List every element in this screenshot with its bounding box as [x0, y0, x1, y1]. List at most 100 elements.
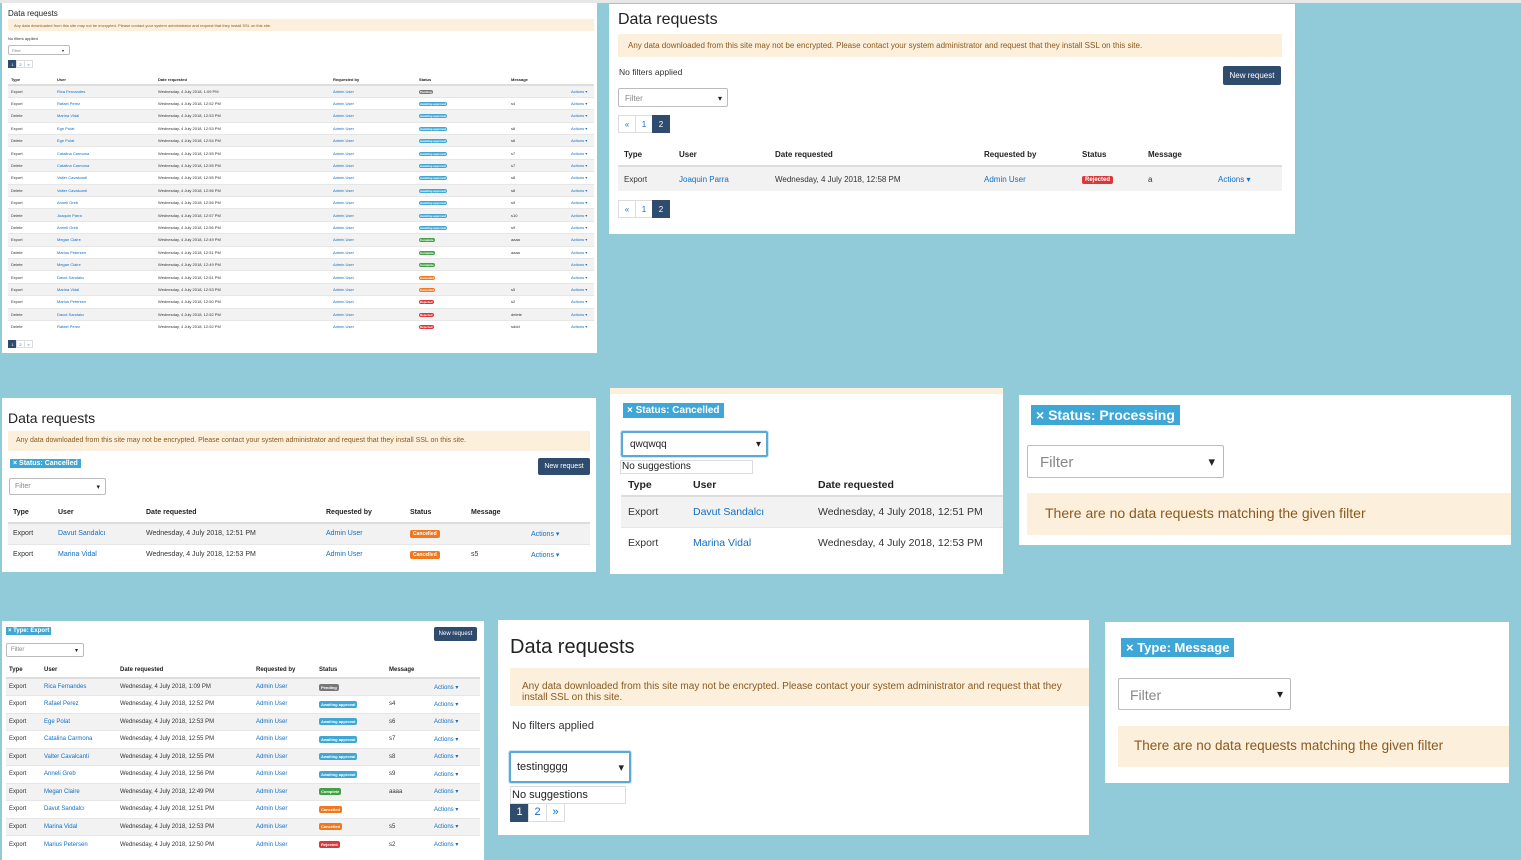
- actions-menu[interactable]: Actions ▾: [571, 200, 588, 206]
- filter-chip-status-cancelled[interactable]: × Status: Cancelled: [623, 403, 724, 418]
- user-link[interactable]: Catalina Carmona: [57, 163, 90, 169]
- requested-by-link[interactable]: Admin User: [333, 150, 354, 156]
- actions-menu[interactable]: Actions ▾: [1218, 174, 1251, 184]
- actions-menu[interactable]: Actions ▾: [434, 684, 459, 691]
- actions-menu[interactable]: Actions ▾: [571, 163, 588, 169]
- page-2-link[interactable]: 2: [652, 200, 670, 218]
- actions-menu[interactable]: Actions ▾: [571, 125, 588, 131]
- page-1-link[interactable]: 1: [635, 115, 653, 133]
- actions-menu[interactable]: Actions ▾: [571, 274, 588, 280]
- actions-menu[interactable]: Actions ▾: [434, 719, 459, 726]
- actions-menu[interactable]: Actions ▾: [571, 138, 588, 144]
- filter-input[interactable]: qwqwqq ▾: [621, 431, 768, 457]
- requested-by-link[interactable]: Admin User: [333, 101, 354, 107]
- user-link[interactable]: Marina Vidal: [44, 823, 78, 830]
- user-link[interactable]: Anneli Greb: [44, 771, 76, 778]
- user-link[interactable]: Rica Fernandes: [44, 684, 87, 690]
- user-link[interactable]: Marina Vidal: [57, 113, 80, 119]
- actions-menu[interactable]: Actions ▾: [571, 101, 588, 107]
- user-link[interactable]: Rafael Perez: [44, 701, 79, 708]
- requested-by-link[interactable]: Admin User: [333, 88, 354, 94]
- user-link[interactable]: Davut Sandalcı: [693, 505, 765, 518]
- requested-by-link[interactable]: Admin User: [333, 299, 354, 305]
- requested-by-link[interactable]: Admin User: [256, 841, 288, 848]
- requested-by-link[interactable]: Admin User: [256, 736, 288, 743]
- requested-by-link[interactable]: Admin User: [333, 125, 354, 131]
- actions-menu[interactable]: Actions ▾: [571, 113, 588, 119]
- requested-by-link[interactable]: Admin User: [333, 163, 354, 169]
- requested-by-link[interactable]: Admin User: [326, 530, 363, 538]
- user-link[interactable]: Joaquin Parra: [57, 212, 82, 218]
- actions-menu[interactable]: Actions ▾: [531, 530, 560, 538]
- user-link[interactable]: Marina Vidal: [58, 551, 97, 559]
- actions-menu[interactable]: Actions ▾: [571, 88, 588, 94]
- user-link[interactable]: Valter Cavalcanti: [44, 753, 89, 760]
- user-link[interactable]: Marina Vidal: [57, 286, 80, 292]
- user-link[interactable]: Davut Sandalcı: [57, 311, 85, 317]
- filter-chip-status-processing[interactable]: × Status: Processing: [1031, 405, 1180, 425]
- user-link[interactable]: Marius Petersen: [57, 299, 87, 305]
- user-link[interactable]: Marina Vidal: [693, 536, 752, 549]
- filter-select[interactable]: Filter ▾: [618, 88, 728, 107]
- requested-by-link[interactable]: Admin User: [256, 718, 288, 725]
- next-page-link[interactable]: »: [24, 60, 33, 68]
- filter-select[interactable]: Filter ▾: [9, 478, 106, 495]
- user-link[interactable]: Davut Sandalcı: [44, 806, 85, 813]
- user-link[interactable]: Rica Fernandes: [57, 88, 86, 94]
- user-link[interactable]: Valter Cavalcanti: [57, 175, 87, 181]
- user-link[interactable]: Catalina Carmona: [44, 736, 93, 743]
- filter-input[interactable]: testingggg ▾: [509, 751, 631, 783]
- user-link[interactable]: Joaquin Parra: [679, 174, 729, 184]
- requested-by-link[interactable]: Admin User: [333, 262, 354, 268]
- user-link[interactable]: Ege Polat: [57, 138, 75, 144]
- actions-menu[interactable]: Actions ▾: [434, 701, 459, 708]
- requested-by-link[interactable]: Admin User: [333, 138, 354, 144]
- user-link[interactable]: Anneli Greb: [57, 200, 79, 206]
- user-link[interactable]: Marius Petersen: [44, 841, 88, 848]
- user-link[interactable]: Davut Sandalcı: [58, 530, 106, 538]
- filter-select[interactable]: Filter ▾: [1118, 678, 1291, 710]
- filter-select[interactable]: Filter ▾: [6, 643, 84, 657]
- actions-menu[interactable]: Actions ▾: [571, 187, 588, 193]
- user-link[interactable]: Anneli Greb: [57, 224, 79, 230]
- requested-by-link[interactable]: Admin User: [333, 200, 354, 206]
- actions-menu[interactable]: Actions ▾: [531, 551, 560, 559]
- user-link[interactable]: Ege Polat: [57, 125, 75, 131]
- user-link[interactable]: Marius Petersen: [57, 249, 87, 255]
- new-request-button[interactable]: New request: [1223, 66, 1281, 85]
- actions-menu[interactable]: Actions ▾: [571, 262, 588, 268]
- user-link[interactable]: Megan Claire: [57, 262, 81, 268]
- user-link[interactable]: Megan Claire: [44, 788, 80, 795]
- requested-by-link[interactable]: Admin User: [333, 274, 354, 280]
- requested-by-link[interactable]: Admin User: [256, 701, 288, 708]
- page-1-link[interactable]: 1: [635, 200, 653, 218]
- requested-by-link[interactable]: Admin User: [333, 311, 354, 317]
- requested-by-link[interactable]: Admin User: [984, 174, 1026, 184]
- actions-menu[interactable]: Actions ▾: [434, 771, 459, 778]
- filter-chip-type-message[interactable]: × Type: Message: [1121, 638, 1235, 657]
- requested-by-link[interactable]: Admin User: [256, 823, 288, 830]
- filter-select[interactable]: Filter ▾: [8, 45, 70, 55]
- requested-by-link[interactable]: Admin User: [256, 806, 288, 813]
- filter-chip-type-export[interactable]: × Type: Export: [6, 627, 52, 635]
- requested-by-link[interactable]: Admin User: [326, 551, 363, 559]
- user-link[interactable]: Rafael Perez: [57, 101, 81, 107]
- requested-by-link[interactable]: Admin User: [256, 684, 288, 690]
- user-link[interactable]: Megan Claire: [57, 237, 81, 243]
- actions-menu[interactable]: Actions ▾: [571, 175, 588, 181]
- requested-by-link[interactable]: Admin User: [333, 212, 354, 218]
- actions-menu[interactable]: Actions ▾: [434, 754, 459, 761]
- actions-menu[interactable]: Actions ▾: [434, 789, 459, 796]
- requested-by-link[interactable]: Admin User: [256, 788, 288, 795]
- user-link[interactable]: Valter Cavalcanti: [57, 187, 87, 193]
- filter-chip-status-cancelled[interactable]: × Status: Cancelled: [10, 459, 81, 468]
- actions-menu[interactable]: Actions ▾: [571, 311, 588, 317]
- requested-by-link[interactable]: Admin User: [333, 237, 354, 243]
- user-link[interactable]: Rafael Perez: [57, 324, 81, 330]
- filter-select[interactable]: Filter ▾: [1027, 445, 1224, 478]
- actions-menu[interactable]: Actions ▾: [571, 286, 588, 292]
- new-request-button[interactable]: New request: [538, 458, 590, 475]
- requested-by-link[interactable]: Admin User: [256, 771, 288, 778]
- actions-menu[interactable]: Actions ▾: [571, 150, 588, 156]
- actions-menu[interactable]: Actions ▾: [571, 324, 588, 330]
